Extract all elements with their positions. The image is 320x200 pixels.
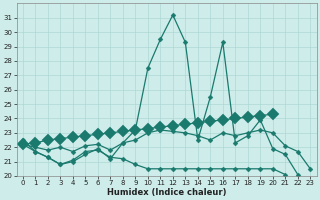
X-axis label: Humidex (Indice chaleur): Humidex (Indice chaleur) <box>107 188 226 197</box>
